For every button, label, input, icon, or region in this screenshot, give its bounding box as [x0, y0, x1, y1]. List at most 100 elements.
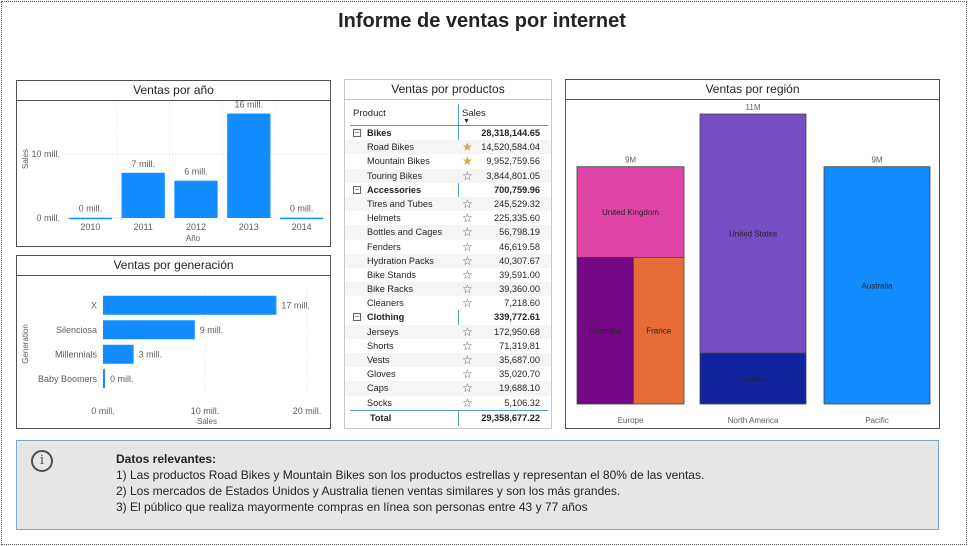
- product-sales: 46,619.58: [499, 241, 540, 252]
- x-tick-label: 2012: [186, 222, 206, 232]
- product-label: Mountain Bikes: [367, 156, 430, 167]
- matrix-row[interactable]: Caps ☆ 19,688.10: [345, 381, 551, 396]
- star-empty-icon: ☆: [462, 225, 473, 240]
- matrix-row[interactable]: Bike Stands ☆ 39,591.00: [345, 267, 551, 283]
- x-tick-label: 2011: [134, 222, 153, 232]
- data-label: 0 mill.: [79, 204, 103, 214]
- product-sales: 7,218.60: [504, 298, 540, 309]
- sort-descending-icon[interactable]: ▼: [463, 118, 470, 125]
- matrix-row[interactable]: Touring Bikes ☆ 3,844,801.05: [345, 168, 551, 183]
- star-empty-icon: ☆: [462, 367, 473, 382]
- star-empty-icon: ☆: [462, 353, 473, 367]
- collapse-icon[interactable]: −: [353, 312, 361, 322]
- star-empty-icon: ☆: [462, 253, 473, 268]
- year-chart-panel[interactable]: Ventas por año 10 mill. 0 mill. Sales 0 mil…: [16, 80, 331, 247]
- product-sales: 172,950.68: [494, 326, 540, 337]
- column-header-sales[interactable]: Sales: [462, 108, 486, 119]
- segment-label: United Kingdom: [602, 208, 659, 217]
- product-label: Vests: [367, 355, 390, 365]
- product-label: Touring Bikes: [367, 170, 423, 181]
- matrix-row[interactable]: Mountain Bikes ★ 9,952,759.56: [345, 154, 551, 169]
- matrix-row[interactable]: Tires and Tubes ☆ 245,529.32: [345, 196, 551, 212]
- bar: [121, 172, 165, 218]
- star-empty-icon: ☆: [462, 395, 473, 410]
- matrix-row[interactable]: Bottles and Cages ☆ 56,798.19: [345, 225, 551, 240]
- year-chart: 10 mill. 0 mill. Sales 0 mill. 2010 7 mill. 20…: [21, 100, 328, 243]
- x-axis-title: Sales: [197, 417, 217, 426]
- segment-label: Germany: [589, 327, 622, 336]
- product-label: Bottles and Cages: [367, 227, 443, 238]
- column-total-label: 11M: [746, 103, 761, 112]
- product-sales: 5,106.32: [504, 397, 540, 408]
- collapse-icon[interactable]: −: [353, 128, 361, 137]
- segment-label: France: [646, 327, 671, 336]
- matrix-row[interactable]: Helmets ☆ 225,335.60: [345, 211, 551, 226]
- matrix-row[interactable]: Jerseys ☆ 172,950.68: [345, 324, 551, 339]
- group-total: 339,772.61: [494, 312, 540, 323]
- region-segment: [633, 256, 685, 405]
- star-empty-icon: ☆: [462, 282, 473, 297]
- region-segment: [699, 352, 807, 405]
- bar: [174, 180, 218, 218]
- product-sales: 56,798.19: [499, 227, 540, 238]
- matrix-row[interactable]: Socks ☆ 5,106.32: [345, 395, 551, 410]
- matrix-row[interactable]: Vests ☆ 35,687.00: [345, 353, 551, 368]
- data-label: 7 mill.: [131, 159, 155, 169]
- product-label: Bike Racks: [367, 284, 413, 295]
- product-sales: 35,687.00: [499, 355, 540, 365]
- region-chart-title: Ventas por región: [566, 80, 939, 100]
- bar: [103, 295, 277, 315]
- matrix-row[interactable]: Hydration Packs ☆ 40,307.67: [345, 253, 551, 268]
- product-sales: 245,529.32: [494, 198, 540, 209]
- column-header-product[interactable]: Product: [353, 108, 386, 119]
- insights-box: i Datos relevantes: 1) Las productos Roa…: [16, 440, 939, 530]
- insight-line: 1) Las productos Road Bikes y Mountain B…: [116, 468, 705, 482]
- product-label: Gloves: [367, 369, 396, 380]
- group-label: Bikes: [367, 128, 392, 138]
- star-empty-icon: ☆: [462, 338, 473, 353]
- data-label: 17 mill.: [281, 300, 310, 310]
- star-filled-icon: ★: [462, 154, 473, 169]
- matrix-group-row[interactable]: − Bikes 28,318,144.65: [345, 126, 551, 140]
- region-chart-panel[interactable]: Ventas por región 9M Europe United Kingdom…: [565, 79, 940, 429]
- segment-label: Canada: [739, 375, 768, 384]
- group-total: 700,759.96: [494, 184, 540, 195]
- product-label: Tires and Tubes: [367, 198, 433, 209]
- matrix-group-row[interactable]: − Accessories 700,759.96: [345, 183, 551, 197]
- matrix-row[interactable]: Gloves ☆ 35,020.70: [345, 367, 551, 382]
- matrix-row[interactable]: Cleaners ☆ 7,218.60: [345, 296, 551, 311]
- y-tick-label: Millennials: [55, 349, 98, 359]
- matrix-row[interactable]: Bike Racks ☆ 39,360.00: [345, 282, 551, 297]
- data-label: 6 mill.: [184, 167, 208, 177]
- matrix-group-row[interactable]: − Clothing 339,772.61: [345, 310, 551, 324]
- total-label: Total: [370, 412, 392, 423]
- product-matrix-title: Ventas por productos: [345, 80, 551, 100]
- matrix-total-row: Total 29,358,677.22: [345, 411, 551, 425]
- x-tick-label: 2010: [80, 222, 100, 232]
- y-axis-title: Sales: [21, 149, 30, 169]
- segment-label: United States: [729, 230, 777, 239]
- bar: [68, 217, 113, 220]
- y-axis-title: Generation: [21, 324, 30, 364]
- x-tick-label: 2014: [292, 222, 312, 232]
- product-matrix-panel[interactable]: Ventas por productos Product Sales ▼ − Bi…: [344, 79, 552, 429]
- matrix-row[interactable]: Shorts ☆ 71,319.81: [345, 338, 551, 353]
- matrix-row[interactable]: Road Bikes ★ 14,520,584.04: [345, 140, 551, 155]
- product-sales: 9,952,759.56: [486, 156, 540, 167]
- collapse-icon[interactable]: −: [353, 184, 361, 194]
- product-label: Helmets: [367, 213, 401, 224]
- y-tick-label: X: [91, 300, 97, 310]
- star-empty-icon: ☆: [462, 168, 473, 183]
- info-icon: i: [31, 450, 53, 472]
- matrix-row[interactable]: Fenders ☆ 46,619.58: [345, 239, 551, 254]
- matrix-group-children: Road Bikes ★ 14,520,584.04 Mountain Bikes ★ 9…: [345, 140, 551, 183]
- product-label: Fenders: [367, 241, 401, 252]
- x-axis-title: Año: [186, 234, 201, 243]
- insight-line: 3) El público que realiza mayormente com…: [116, 500, 588, 514]
- generation-chart-panel[interactable]: Ventas por generación 0 mill. 10 mill. 20 …: [16, 255, 331, 429]
- star-empty-icon: ☆: [462, 196, 473, 211]
- product-label: Road Bikes: [367, 142, 414, 153]
- data-label: 0 mill.: [110, 374, 134, 384]
- star-empty-icon: ☆: [462, 381, 473, 396]
- product-sales: 3,844,801.05: [486, 170, 540, 181]
